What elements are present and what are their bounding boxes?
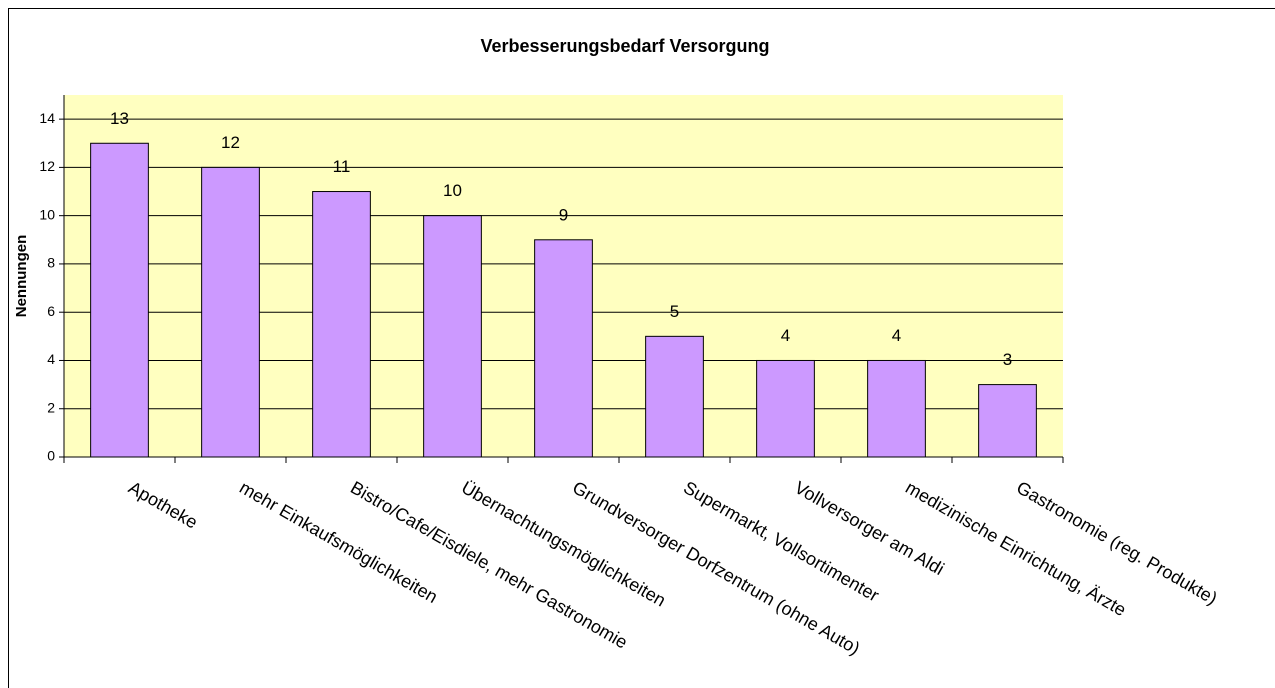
y-tick-label: 10: [39, 206, 55, 222]
bar: [423, 215, 482, 458]
value-label: 9: [559, 205, 568, 224]
bar: [756, 359, 815, 458]
y-tick-label: 2: [47, 399, 55, 415]
bar: [645, 335, 704, 458]
bar: [201, 166, 260, 458]
y-tick-label: 0: [47, 448, 55, 464]
value-label: 3: [1003, 350, 1012, 369]
value-label: 10: [443, 181, 462, 200]
y-axis-label: Nennungen: [13, 235, 30, 318]
chart-title: Verbesserungsbedarf Versorgung: [480, 36, 769, 56]
y-tick-label: 4: [47, 351, 55, 367]
y-tick-label: 14: [39, 110, 55, 126]
value-label: 11: [333, 157, 351, 176]
value-label: 12: [221, 133, 240, 152]
bar: [978, 384, 1037, 458]
value-label: 13: [110, 109, 129, 128]
bar: [867, 359, 926, 458]
y-tick-label: 6: [47, 303, 55, 319]
bar: [312, 191, 371, 458]
value-label: 4: [892, 326, 901, 345]
value-label: 5: [670, 302, 679, 321]
bar: [534, 239, 593, 458]
y-tick-label: 8: [47, 255, 55, 271]
value-label: 4: [781, 326, 790, 345]
y-tick-label: 12: [39, 158, 55, 174]
bar: [90, 142, 149, 458]
